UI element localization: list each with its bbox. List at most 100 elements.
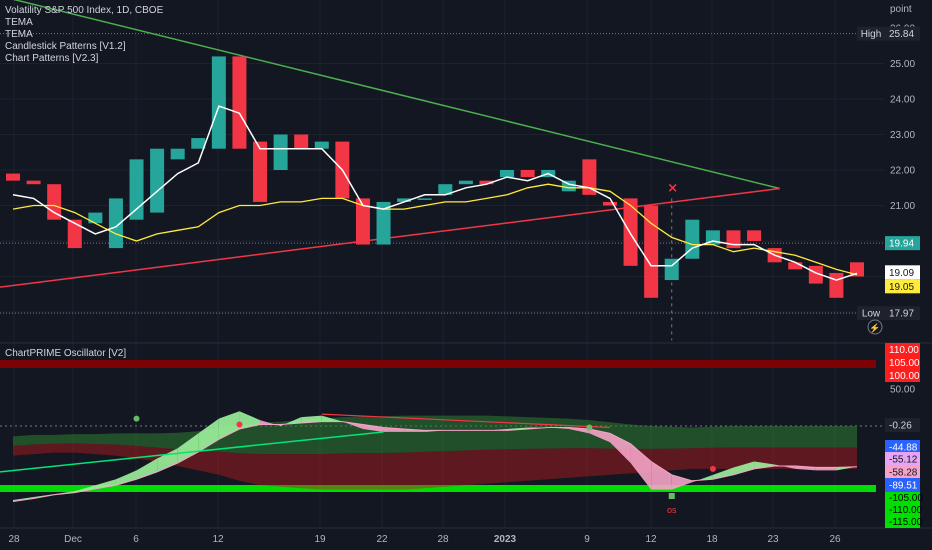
osc-value-tag-value: -0.26 — [889, 421, 912, 432]
price-unit-label: point — [890, 4, 912, 15]
osc-value-tag-bg — [885, 418, 920, 432]
tema-fast-line — [12, 105, 858, 281]
price-axis[interactable]: point 26.0025.0024.0023.0022.0021.0020.0… — [890, 4, 915, 396]
price-pane[interactable]: × — [0, 0, 884, 341]
time-tick-label: 23 — [767, 534, 779, 545]
high-tag-bg — [885, 26, 920, 41]
candle-body — [500, 170, 515, 178]
candle-body — [644, 205, 659, 298]
osc-ribbon-segment — [589, 428, 610, 443]
osc-ribbon-segment — [115, 470, 137, 486]
candle-body — [623, 198, 638, 266]
grid — [0, 0, 932, 529]
candle-body — [26, 180, 41, 185]
price-legend[interactable]: Volatility S&P 500 Index, 1D, CBOE TEMA … — [5, 5, 163, 65]
osc-level-top-value: 100.00 — [889, 371, 920, 382]
oscillator-title[interactable]: ChartPRIME Oscillator [V2] — [5, 348, 127, 359]
time-tick-label: 12 — [212, 534, 224, 545]
osc-support-trendline — [0, 431, 384, 473]
osc-ribbon-segment — [177, 433, 199, 463]
candle-body — [170, 148, 185, 160]
osc-ribbon-segment — [651, 461, 672, 490]
candle-body — [129, 159, 144, 220]
candle-body — [314, 141, 329, 149]
osc-ribbon-segment — [95, 479, 116, 489]
time-tick-label: 22 — [376, 534, 388, 545]
tema-fast-tag-value: 19.09 — [889, 268, 914, 279]
osc-ribbon-segment — [218, 411, 240, 440]
candle-body — [829, 272, 844, 298]
price-tick-label: 25.00 — [890, 59, 915, 70]
osc-level-bottom: -110.00 — [885, 504, 923, 516]
osc-value-tag-bg — [885, 440, 920, 454]
osc-level-bottom: -105.00 — [885, 492, 923, 504]
candle-body — [376, 201, 391, 245]
osc-value-tag: -44.88 — [885, 440, 920, 454]
osc-value-tag: -55.12 — [885, 452, 920, 466]
osc-ribbon-segment — [198, 418, 219, 452]
high-tag: High 25.84 — [857, 26, 920, 41]
time-tick-label: 12 — [645, 534, 657, 545]
osc-ribbon-segment — [362, 424, 384, 432]
oscillator-pane[interactable]: os — [0, 360, 884, 515]
high-tag-label-bg — [857, 26, 885, 41]
osc-value-tag: -89.51 — [885, 478, 920, 492]
osc-level-top-value: 110.00 — [889, 345, 919, 356]
osc-value-tag-value: -55.12 — [889, 455, 918, 466]
time-axis[interactable]: 28 Dec 6 12 19 22 28 2023 9 12 18 23 26 — [8, 534, 841, 545]
candle-body — [458, 180, 473, 185]
osc-level-top: 100.00 — [885, 369, 920, 382]
osc-ribbon-segment — [301, 415, 322, 424]
osc-level-top-bg — [885, 356, 920, 369]
osc-value-tag: -58.28 — [885, 465, 920, 479]
last-price-tag-value: 19.94 — [889, 239, 914, 250]
symbol-title[interactable]: Volatility S&P 500 Index, 1D, CBOE — [5, 5, 164, 16]
indicator-tema-2[interactable]: TEMA — [5, 29, 33, 40]
candle-body — [191, 138, 206, 149]
lightning-icon — [867, 319, 883, 335]
os-square-marker — [668, 493, 675, 499]
osc-value-tag-bg — [885, 465, 920, 479]
tema-slow-tag-bg — [885, 279, 920, 294]
candle-body — [850, 262, 864, 277]
osc-ribbon-segment — [239, 411, 261, 429]
low-tag-label: Low — [862, 309, 881, 320]
osc-value-tag: -0.26 — [885, 418, 920, 432]
osc-ribbon-segment — [712, 467, 734, 480]
candle-body — [150, 148, 165, 213]
osc-level-top-value: 105.00 — [889, 358, 920, 369]
candle-body — [67, 219, 82, 249]
candle-body — [602, 201, 617, 206]
pattern-x-marker: × — [667, 181, 678, 196]
osc-value-tag-value: -58.28 — [889, 468, 918, 479]
osc-cross-marker — [586, 424, 593, 431]
candle-body — [747, 230, 762, 241]
osc-cross-marker — [133, 415, 140, 422]
candle-body — [561, 180, 576, 192]
osc-level-top: 110.00 — [885, 343, 920, 356]
osc-ribbon-segment — [342, 421, 363, 429]
last-price-tag-bg — [885, 236, 920, 251]
osc-resistance-trendline — [321, 413, 611, 429]
osc-ribbon-segment — [815, 467, 837, 471]
oscillator-legend[interactable]: ChartPRIME Oscillator [V2] — [5, 348, 126, 360]
candle-body — [294, 134, 309, 149]
osc-ribbon-segment — [321, 415, 343, 422]
osc-level-bottom-value: -110.00 — [889, 505, 923, 516]
indicator-tema-1[interactable]: TEMA — [5, 17, 33, 28]
time-tick-label: 18 — [706, 534, 718, 545]
osc-ribbon-segment — [754, 461, 775, 469]
indicator-candlestick-patterns[interactable]: Candlestick Patterns [V1.2] — [5, 41, 126, 52]
high-tag-label: High — [861, 29, 882, 40]
price-tick-label: 24.00 — [890, 95, 915, 106]
indicator-chart-patterns[interactable]: Chart Patterns [V2.3] — [5, 53, 99, 64]
time-tick-label: Dec — [64, 534, 82, 545]
price-tick-label: 22.00 — [890, 166, 915, 177]
osc-ribbon-segment — [630, 443, 652, 490]
candle-body — [788, 262, 803, 270]
osc-level-bottom-value: -105.00 — [889, 493, 923, 504]
candle-body — [88, 212, 103, 224]
candle-body — [211, 56, 226, 149]
osc-value-tag-value: -89.51 — [889, 481, 918, 492]
